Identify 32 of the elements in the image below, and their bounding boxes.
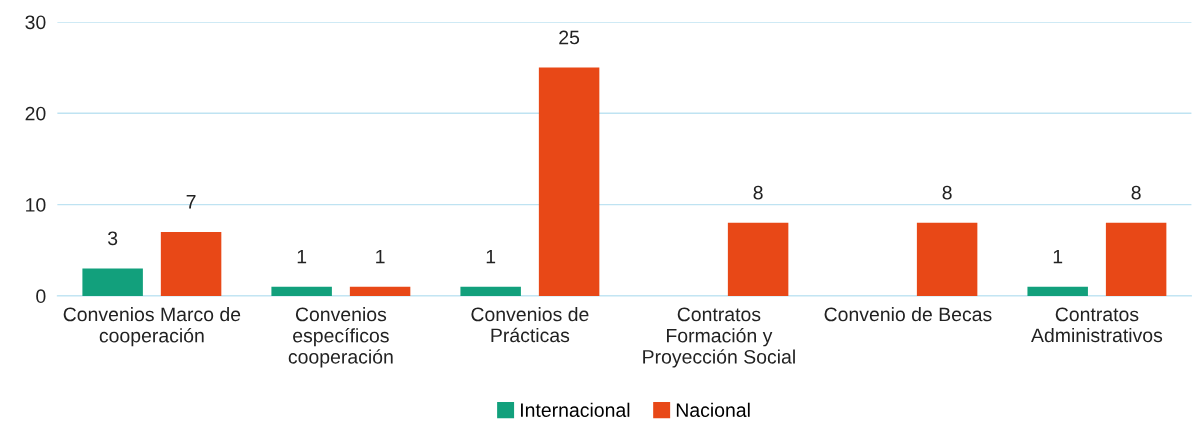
bar [271, 286, 332, 296]
x-tick-label: Convenio de Becas [824, 307, 992, 322]
bar [727, 222, 789, 296]
x-tick-label: Convenios Marco de cooperación [63, 307, 241, 347]
data-label: 3 [107, 231, 118, 246]
legend-label: Nacional [676, 402, 750, 417]
bar [160, 231, 222, 296]
data-label: 1 [1053, 249, 1063, 264]
data-label: 25 [559, 30, 580, 45]
y-tick-label: 20 [25, 106, 46, 121]
y-tick-label: 10 [26, 198, 46, 212]
x-tick-label: Contratos Administrativos [1031, 307, 1163, 343]
data-label: 1 [486, 249, 496, 264]
data-label: 7 [186, 195, 196, 209]
data-label: 8 [942, 185, 952, 200]
data-label: 8 [753, 185, 763, 200]
x-tick-label: Contratos Formación y Proyección Social [643, 307, 795, 368]
data-label: 8 [1131, 185, 1141, 200]
data-label: 1 [376, 249, 385, 264]
bar [349, 286, 411, 296]
y-tick-label: 30 [25, 15, 46, 30]
bar [538, 67, 600, 296]
bar [1027, 286, 1088, 296]
bar [82, 268, 143, 296]
legend-label: Internacional [521, 402, 630, 417]
y-tick-label: 0 [36, 289, 46, 304]
data-label: 1 [297, 249, 307, 264]
bar [460, 286, 521, 296]
bar [1105, 222, 1167, 296]
x-tick-label: Convenios específicos cooperación [288, 307, 393, 368]
x-tick-label: Convenios de Prácticas [471, 307, 589, 343]
bar [916, 222, 978, 296]
